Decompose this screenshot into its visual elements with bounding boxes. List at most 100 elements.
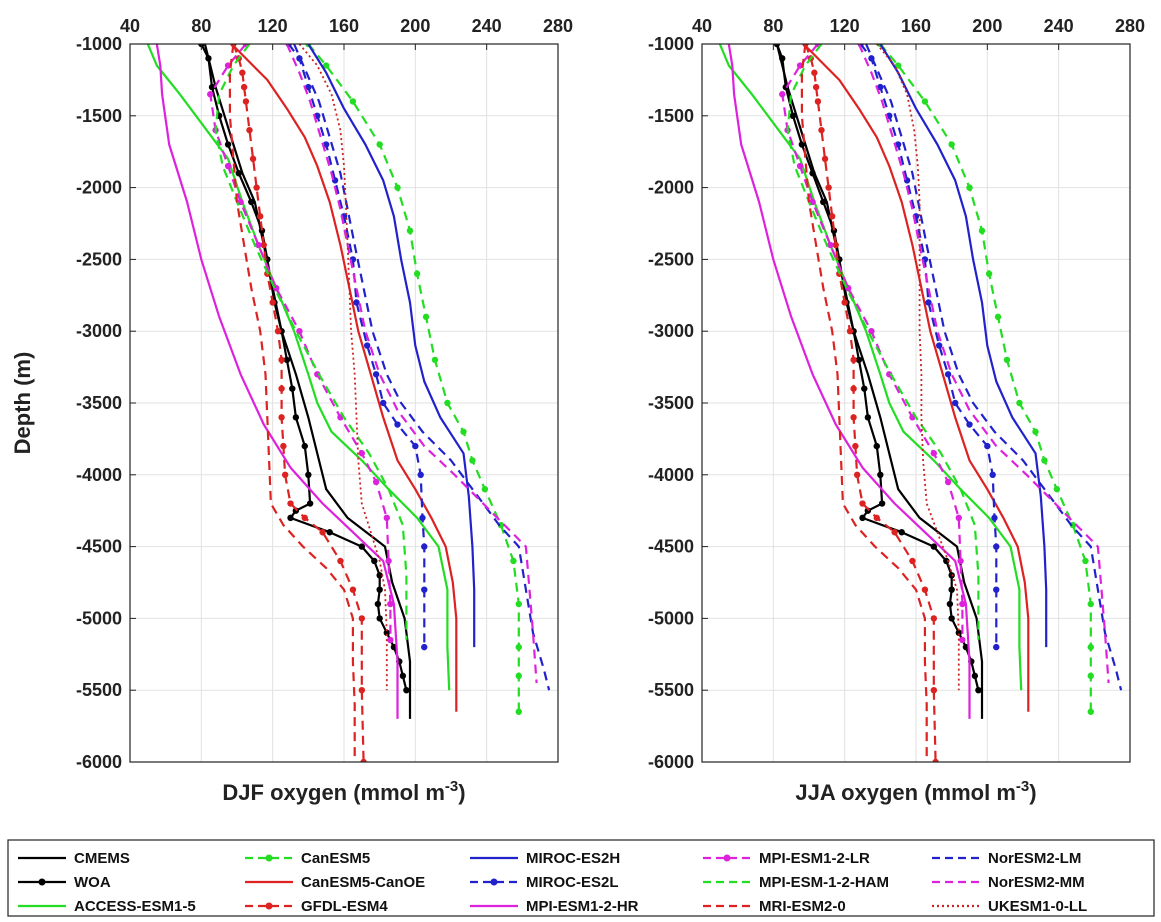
series-marker-MIROC-ES2L [935,342,943,349]
legend-label-WOA: WOA [74,874,111,891]
series-marker-MIROC-ES2L [991,514,998,522]
x-tick-label: 240 [1044,16,1074,36]
series-marker-CanESM5 [1087,672,1094,680]
series-line-CMEMS [775,44,984,719]
series-marker-WOA [955,629,962,636]
legend-marker-MPI-ESM1-2-LR [723,854,731,862]
x-tick-label: 160 [329,16,359,36]
series-line-UKESM1-0-LL [876,44,960,691]
series-marker-WOA [235,170,242,177]
series-marker-MPI-ESM1-2-LR [358,450,366,457]
series-marker-GFDL-ESM4 [930,687,938,694]
series-marker-WOA [873,442,880,450]
series-marker-GFDL-ESM4 [256,213,264,220]
y-tick-label: -4000 [648,465,694,485]
x-axis-label-close: ) [1029,780,1036,805]
series-marker-MIROC-ES2L [412,442,419,450]
series-marker-MPI-ESM1-2-LR [944,478,952,486]
series-marker-WOA [287,514,294,522]
series-line-MIROC-ES2H [879,44,1048,648]
series-marker-GFDL-ESM4 [859,500,866,507]
series-marker-MIROC-ES2L [925,299,932,306]
x-axis-label-main: JJA oxygen (mmol m [795,780,1015,805]
series-marker-MIROC-ES2L [421,586,428,593]
series-marker-CanESM5 [1003,356,1011,364]
y-tick-label: -3000 [648,321,694,341]
series-line-ACCESS-ESM1-5 [718,44,1023,691]
series-marker-MPI-ESM1-2-LR [796,162,804,170]
series-marker-WOA [820,198,827,206]
series-marker-WOA [789,112,797,120]
series-line-MIROC-ES2L [287,44,426,648]
y-tick-label: -5500 [76,680,122,700]
series-line-UKESM1-0-LL [298,44,388,691]
y-tick-label: -6000 [76,752,122,772]
series-marker-MPI-ESM1-2-LR [387,636,394,644]
series-marker-WOA [864,414,872,421]
legend-label-ACCESS-ESM1-5: ACCESS-ESM1-5 [74,898,196,915]
series-marker-MIROC-ES2L [421,543,428,550]
x-tick-label: 280 [543,16,573,36]
y-tick-label: -3500 [76,393,122,413]
series-marker-GFDL-ESM4 [301,514,308,522]
series-line-MIROC-ES2H [307,44,476,648]
panel-djf: 40 80 120 160 200 240 280 -1000 -1500 -2000 -2500 -… [10,16,573,805]
y-tick-label: -4500 [648,537,694,557]
series-marker-CanESM5 [422,313,430,321]
series-group [718,44,1123,762]
series-marker-WOA [878,500,886,507]
x-tick-label: 240 [472,16,502,36]
series-marker-GFDL-ESM4 [358,687,366,694]
series-marker-WOA [376,572,383,579]
series-line-CanESM5-CanOE [230,44,458,712]
series-marker-CanESM5 [469,457,476,464]
series-marker-WOA [946,600,954,608]
series-marker-GFDL-ESM4 [358,615,366,622]
y-tick-label: -5500 [648,680,694,700]
series-marker-GFDL-ESM4 [337,557,344,565]
series-marker-GFDL-ESM4 [278,385,285,392]
legend-marker-GFDL-ESM4 [265,902,273,910]
legend-label-CanESM5-CanOE: CanESM5-CanOE [301,874,425,891]
series-marker-WOA [971,672,979,680]
series-marker-CanESM5 [406,227,414,234]
series-marker-GFDL-ESM4 [319,529,326,536]
legend-label-NorESM2-LM: NorESM2-LM [988,850,1081,867]
series-line-MPI-ESM-1-2-HAM [786,44,980,640]
series-marker-MIROC-ES2L [984,442,991,450]
series-marker-MIROC-ES2L [417,471,424,478]
series-marker-GFDL-ESM4 [814,98,822,105]
y-tick-label: -2500 [76,249,122,269]
legend: CMEMS CanESM5 MIROC-ES2H MPI-ESM1-2-LR NorES… [7,839,1155,917]
series-marker-WOA [948,615,955,622]
y-tick-label: -3500 [648,393,694,413]
series-marker-MPI-ESM1-2-LR [930,450,938,457]
series-marker-CanESM5 [1041,457,1048,464]
x-tick-label: 120 [830,16,860,36]
series-line-NorESM2-LM [865,44,1123,691]
series-marker-GFDL-ESM4 [280,442,287,450]
series-marker-CanESM5 [515,708,522,715]
series-marker-WOA [376,615,383,622]
series-line-MPI-ESM-1-2-HAM [214,44,408,640]
series-marker-CanESM5 [349,98,357,105]
series-line-MRI-ESM2-0 [228,44,356,762]
series-marker-GFDL-ESM4 [930,615,938,622]
series-marker-CanESM5 [394,184,401,191]
series-marker-GFDL-ESM4 [825,184,832,191]
series-marker-GFDL-ESM4 [287,500,294,507]
y-tick-label: -4000 [76,465,122,485]
panel-jja: 40 80 120 160 200 240 280 -1000 -1500 -2000 -2500 -… [648,16,1145,805]
series-marker-WOA [301,442,308,450]
series-line-ACCESS-ESM1-5 [146,44,451,691]
series-marker-WOA [943,557,950,565]
series-marker-GFDL-ESM4 [909,557,916,565]
legend-label-CMEMS: CMEMS [74,850,130,867]
series-line-CanESM5-CanOE [802,44,1030,712]
series-marker-GFDL-ESM4 [360,758,367,762]
series-marker-MPI-ESM1-2-LR [385,557,392,565]
series-marker-GFDL-ESM4 [246,126,253,134]
series-marker-MIROC-ES2L [989,471,996,478]
series-marker-GFDL-ESM4 [850,414,857,421]
